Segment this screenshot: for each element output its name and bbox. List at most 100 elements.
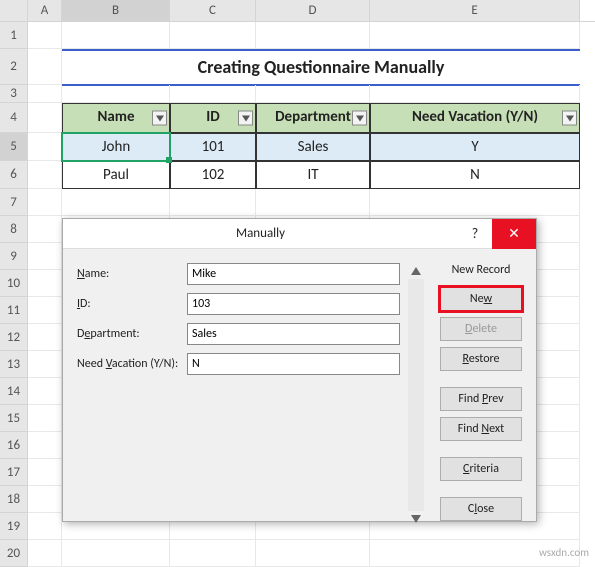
rowhead-13[interactable]: 13 bbox=[0, 351, 28, 378]
cell-d1[interactable] bbox=[256, 22, 370, 49]
watermark: wsxdn.com bbox=[539, 546, 589, 559]
colhead-d[interactable]: D bbox=[256, 0, 370, 21]
table-header-id[interactable]: ID bbox=[170, 103, 256, 133]
rowhead-10[interactable]: 10 bbox=[0, 270, 28, 297]
cell-a8[interactable] bbox=[28, 216, 62, 243]
rowhead-15[interactable]: 15 bbox=[0, 405, 28, 432]
cell-a3[interactable] bbox=[28, 85, 62, 103]
record-scroll bbox=[406, 263, 426, 527]
rowhead-12[interactable]: 12 bbox=[0, 324, 28, 351]
cell-c1[interactable] bbox=[170, 22, 256, 49]
cell-a5[interactable] bbox=[28, 133, 62, 161]
cell-b3[interactable] bbox=[62, 85, 170, 103]
rowhead-4[interactable]: 4 bbox=[0, 103, 28, 133]
cell-a14[interactable] bbox=[28, 378, 62, 405]
th-vac: Need Vacation (Y/N) bbox=[412, 108, 538, 126]
button-column: New Record New Delete Restore Find Prev … bbox=[440, 263, 522, 527]
cell-a6[interactable] bbox=[28, 161, 62, 189]
cell-e6[interactable]: N bbox=[370, 161, 580, 189]
cell-d3[interactable] bbox=[256, 85, 370, 103]
cell-a13[interactable] bbox=[28, 351, 62, 378]
filter-button-name[interactable] bbox=[152, 111, 167, 126]
select-all-corner[interactable] bbox=[0, 0, 28, 21]
rowhead-17[interactable]: 17 bbox=[0, 459, 28, 486]
cell-a15[interactable] bbox=[28, 405, 62, 432]
colhead-b[interactable]: B bbox=[62, 0, 170, 21]
cell-a11[interactable] bbox=[28, 297, 62, 324]
rowhead-2[interactable]: 2 bbox=[0, 49, 28, 85]
colhead-a[interactable]: A bbox=[28, 0, 62, 21]
cell-c7[interactable] bbox=[170, 189, 256, 216]
cell-c3[interactable] bbox=[170, 85, 256, 103]
cell-e1[interactable] bbox=[370, 22, 580, 49]
fill-handle[interactable] bbox=[166, 157, 172, 163]
cell-a16[interactable] bbox=[28, 432, 62, 459]
cell-e7[interactable] bbox=[370, 189, 580, 216]
cell-e5[interactable]: Y bbox=[370, 133, 580, 161]
filter-button-dept[interactable] bbox=[352, 111, 367, 126]
rowhead-1[interactable]: 1 bbox=[0, 22, 28, 49]
scroll-down-icon[interactable] bbox=[408, 511, 424, 527]
rowhead-3[interactable]: 3 bbox=[0, 85, 28, 103]
cell-a17[interactable] bbox=[28, 459, 62, 486]
cell-c6[interactable]: 102 bbox=[170, 161, 256, 189]
input-vacation[interactable] bbox=[187, 353, 400, 375]
input-department[interactable] bbox=[187, 323, 400, 345]
input-name[interactable] bbox=[187, 263, 400, 285]
dialog-titlebar[interactable]: Manually ? ✕ bbox=[63, 219, 536, 249]
cell-d6[interactable]: IT bbox=[256, 161, 370, 189]
label-department: Department: bbox=[77, 327, 187, 341]
form-fields: Name: ID: Department: Need Vacation (Y/N… bbox=[77, 263, 400, 527]
cell-e3[interactable] bbox=[370, 85, 580, 103]
cell-a9[interactable] bbox=[28, 243, 62, 270]
find-prev-button[interactable]: Find Prev bbox=[440, 387, 522, 411]
rowhead-14[interactable]: 14 bbox=[0, 378, 28, 405]
cell-b7[interactable] bbox=[62, 189, 170, 216]
rowhead-5[interactable]: 5 bbox=[0, 133, 28, 161]
label-name: Name: bbox=[77, 267, 187, 281]
th-dept: Department bbox=[275, 108, 351, 126]
cell-a4[interactable] bbox=[28, 103, 62, 133]
rowhead-16[interactable]: 16 bbox=[0, 432, 28, 459]
cell-a7[interactable] bbox=[28, 189, 62, 216]
colhead-c[interactable]: C bbox=[170, 0, 256, 21]
cell-b6[interactable]: Paul bbox=[62, 161, 170, 189]
title-cell[interactable]: Creating Questionnaire Manually bbox=[62, 49, 580, 85]
cell-a1[interactable] bbox=[28, 22, 62, 49]
rowhead-18[interactable]: 18 bbox=[0, 486, 28, 513]
new-button[interactable]: New bbox=[440, 287, 522, 311]
table-header-dept[interactable]: Department bbox=[256, 103, 370, 133]
rowhead-19[interactable]: 19 bbox=[0, 513, 28, 540]
filter-button-vacation[interactable] bbox=[562, 111, 577, 126]
rowhead-7[interactable]: 7 bbox=[0, 189, 28, 216]
cell-a18[interactable] bbox=[28, 486, 62, 513]
form-dialog: Manually ? ✕ Name: ID: Department: Need … bbox=[62, 218, 537, 522]
filter-button-id[interactable] bbox=[238, 111, 253, 126]
cell-a10[interactable] bbox=[28, 270, 62, 297]
cell-a2[interactable] bbox=[28, 49, 62, 85]
rowhead-6[interactable]: 6 bbox=[0, 161, 28, 189]
scroll-up-icon[interactable] bbox=[408, 263, 424, 279]
cell-b5[interactable]: John bbox=[62, 133, 170, 161]
table-header-vacation[interactable]: Need Vacation (Y/N) bbox=[370, 103, 580, 133]
cell-b1[interactable] bbox=[62, 22, 170, 49]
input-id[interactable] bbox=[187, 293, 400, 315]
close-button[interactable]: Close bbox=[440, 497, 522, 521]
rowhead-11[interactable]: 11 bbox=[0, 297, 28, 324]
cell-a12[interactable] bbox=[28, 324, 62, 351]
table-header-name[interactable]: Name bbox=[62, 103, 170, 133]
cell-d7[interactable] bbox=[256, 189, 370, 216]
rowhead-8[interactable]: 8 bbox=[0, 216, 28, 243]
rowhead-9[interactable]: 9 bbox=[0, 243, 28, 270]
cell-c5[interactable]: 101 bbox=[170, 133, 256, 161]
cell-d5[interactable]: Sales bbox=[256, 133, 370, 161]
delete-button[interactable]: Delete bbox=[440, 317, 522, 341]
colhead-e[interactable]: E bbox=[370, 0, 580, 21]
cell-a19[interactable] bbox=[28, 513, 62, 540]
criteria-button[interactable]: Criteria bbox=[440, 457, 522, 481]
dialog-close-button[interactable]: ✕ bbox=[492, 219, 536, 249]
find-next-button[interactable]: Find Next bbox=[440, 417, 522, 441]
scroll-track[interactable] bbox=[408, 279, 424, 511]
dialog-help-button[interactable]: ? bbox=[458, 219, 492, 249]
restore-button[interactable]: Restore bbox=[440, 347, 522, 371]
